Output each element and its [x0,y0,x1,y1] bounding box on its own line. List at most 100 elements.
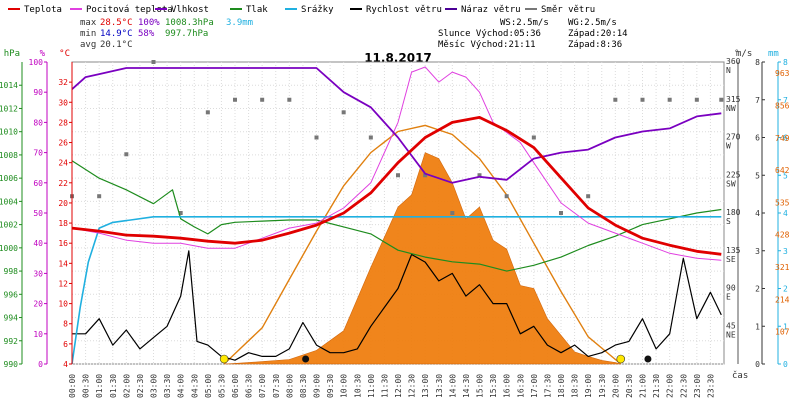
wind-direction-point [178,211,183,215]
wind-speed-tick-label: 0 [755,360,760,369]
series-humidity [71,67,722,184]
humidity-axis-tick-label: 50 [33,209,43,218]
direction-compass-label: SW [726,179,736,188]
rain-tick-label: 4 [783,209,788,218]
x-tick-label: 11:00 [367,374,376,398]
temperature-axis-tick-label: 12 [58,279,68,288]
temperature-axis-tick-label: 10 [58,300,68,309]
x-tick-label: 17:00 [530,374,539,398]
direction-compass-label: S [726,217,731,226]
temperature-axis-tick-label: 4 [63,360,68,369]
x-tick-label: 20:30 [625,374,634,398]
wind-direction-point [667,97,672,102]
rain-tick-label: 8 [783,58,788,67]
x-tick-label: 18:30 [571,374,580,398]
legend-label: Tlak [246,5,268,15]
temperature-axis-tick-label: 6 [63,340,68,349]
temperature-axis-tick-label: 20 [58,199,68,208]
x-tick-label: 08:30 [299,374,308,398]
wind-direction-point [396,173,400,178]
solar-tick-label: 856 [775,101,790,110]
stats-block: max 28.5°C 100% 1008.3hPa 3.9mm min 14.9… [80,18,253,50]
x-tick-label: 19:30 [598,374,607,398]
temperature-axis-tick-label: 14 [58,259,68,268]
x-tick-label: 02:00 [122,374,131,398]
direction-tick-label: 90 [726,284,736,293]
wind-direction-point [719,97,724,102]
direction-compass-label: W [726,142,731,151]
x-tick-label: 00:00 [68,374,77,398]
humidity-axis-tick-label: 70 [33,149,43,158]
wind-speed-axis-title: m/s [736,49,752,59]
pressure-axis-tick-label: 1008 [0,151,18,160]
rain-tick-label: 5 [783,171,788,180]
stat-min-temp: 14.9°C [100,29,133,39]
temperature-axis-tick-label: 32 [58,78,68,87]
solar-tick-label: 963 [775,69,790,78]
wind-speed-tick-label: 8 [755,58,760,67]
pressure-axis-tick-label: 998 [4,267,19,276]
x-tick-label: 05:30 [217,374,226,398]
series-pressure [71,160,722,272]
humidity-axis-tick-label: 30 [33,269,43,278]
x-tick-label: 22:00 [666,374,675,398]
wind-gust-info: WG:2.5m/s [568,18,617,28]
solar-tick-label: 321 [775,263,790,272]
wind-direction-point [151,60,156,64]
axes: hPa9909929949969981000100210041006100810… [0,49,790,398]
x-tick-label: 23:00 [693,374,702,398]
wind-speed-tick-label: 4 [755,209,760,218]
sunrise-info: Slunce Východ:05:36 [438,29,541,39]
x-tick-label: 05:00 [204,374,213,398]
wind-direction-point [640,97,645,102]
wind-direction-point [477,173,482,178]
direction-compass-label: N [726,66,731,75]
solar-tick-label: 107 [775,328,790,337]
stat-max-label: max [80,18,97,28]
direction-tick-label: 315 [726,95,741,104]
temperature-axis-tick-label: 18 [58,219,68,228]
stat-min-hum: 58% [138,29,155,39]
wind-direction-point [341,110,346,115]
x-tick-label: 04:30 [190,374,199,398]
x-tick-label: 09:00 [313,374,322,398]
x-tick-label: 09:30 [326,374,335,398]
moon-marker [644,355,652,363]
x-tick-label: 12:00 [394,374,403,398]
stat-max-temp: 28.5°C [100,18,133,28]
direction-tick-label: 180 [726,208,741,217]
x-tick-label: 18:00 [557,374,566,398]
wind-direction-point [314,135,319,140]
x-tick-label: 06:00 [231,374,240,398]
wind-direction-point [97,194,102,199]
stat-max-rain: 3.9mm [226,18,253,28]
temperature-axis-title: °C [59,49,70,59]
wind-direction-point [233,97,237,102]
humidity-axis-tick-label: 60 [33,179,43,188]
x-tick-label: 15:00 [476,374,485,398]
wind-speed-tick-label: 5 [755,171,760,180]
rain-axis-title: mm [768,49,779,59]
x-tick-label: 04:00 [177,374,186,398]
stat-min-label: min [80,29,96,39]
sun-marker [219,354,229,364]
wind-speed-info: WS:2.5m/s [500,18,549,28]
temperature-axis-tick-label: 24 [58,159,68,168]
wind-direction-point [531,135,536,140]
wind-direction-point [205,110,210,115]
rain-tick-label: 3 [783,247,788,256]
stat-avg-temp: 20.1°C [100,40,133,50]
direction-tick-label: 225 [726,170,741,179]
wind-speed-tick-label: 7 [755,96,760,105]
solar-tick-label: 642 [775,166,790,175]
humidity-axis-tick-label: 90 [33,88,43,97]
temperature-axis-tick-label: 8 [63,320,68,329]
plot-area [70,60,725,365]
wind-direction-point [559,211,563,215]
pressure-axis-tick-label: 996 [4,290,19,299]
pressure-axis-tick-label: 1004 [0,197,18,206]
x-tick-label: 00:30 [82,374,91,398]
rain-tick-label: 1 [783,322,788,331]
x-tick-label: 23:30 [706,374,715,398]
